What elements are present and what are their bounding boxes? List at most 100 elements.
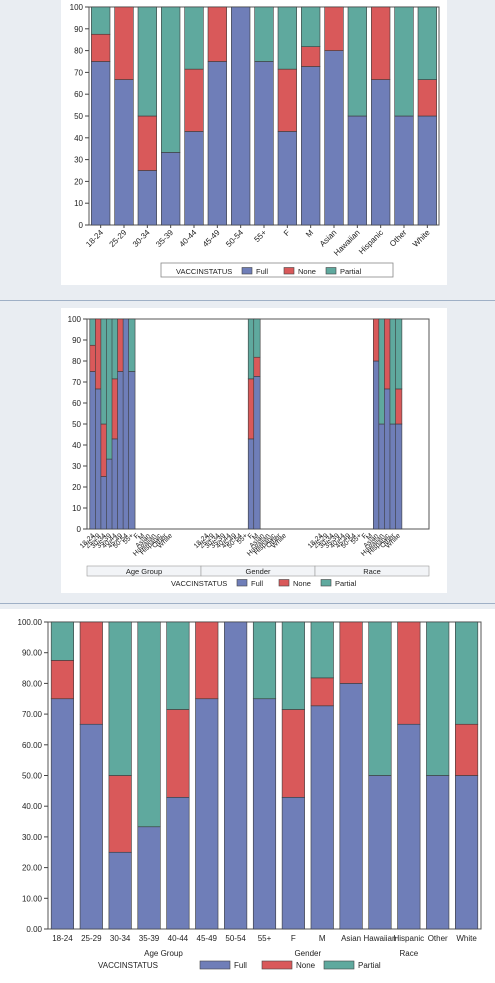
y-tick-label: 0 [77, 525, 82, 534]
bar-segment-full [324, 50, 344, 226]
bar-segment-full [277, 131, 297, 226]
bar-segment-partial [254, 6, 274, 62]
y-tick-label: 20.00 [22, 864, 43, 873]
y-tick-label: 50.00 [22, 772, 43, 781]
bar-segment-partial [184, 6, 204, 70]
bar-segment-none [339, 621, 363, 684]
bar-segment-none [397, 621, 421, 725]
legend-swatch-full [236, 579, 248, 587]
bar-segment-none [277, 68, 297, 132]
y-tick-label: 100 [68, 315, 82, 324]
panel-label-box [314, 565, 430, 577]
x-tick-label: M [365, 532, 374, 541]
y-tick-label: 10.00 [22, 894, 43, 903]
bar-segment-partial [166, 621, 190, 710]
x-tick-label: F [361, 532, 369, 540]
group-label: Age Group [144, 949, 183, 958]
bar-segment-full [207, 61, 227, 226]
bar-segment-none [108, 775, 132, 853]
x-tick-label: Asian [318, 228, 339, 249]
bar-segment-full [252, 698, 277, 930]
bar-segment-full [137, 170, 157, 226]
bar-segment-partial [137, 6, 157, 117]
bar-segment-full [161, 152, 181, 226]
bar-segment-none [166, 709, 190, 798]
chart-2-svg: 010203040506070809010018-2425-2930-3435-… [68, 315, 430, 588]
legend-label-none: None [293, 579, 311, 588]
bar-segment-partial [394, 6, 414, 117]
y-tick-label: 90.00 [22, 649, 43, 658]
x-tick-label: Other [388, 228, 409, 249]
x-tick-label: F [282, 228, 292, 238]
y-tick-label: 60 [72, 399, 81, 408]
x-tick-label: 18-24 [84, 228, 105, 249]
x-tick-label: 25-29 [108, 228, 129, 249]
group-label: Gender [294, 949, 321, 958]
y-tick-label: 40.00 [22, 802, 43, 811]
x-tick-label: 25-29 [81, 934, 102, 943]
bar-segment-full [417, 115, 437, 226]
legend-swatch-partial [323, 960, 355, 970]
bar-segment-none [301, 46, 321, 67]
bar-segment-none [207, 6, 227, 62]
y-tick-label: 100.00 [18, 618, 43, 627]
bar-segment-full [166, 796, 190, 930]
bar-segment-full [347, 115, 367, 226]
bar-segment-full [128, 371, 136, 530]
y-tick-label: 40 [72, 441, 81, 450]
bar-segment-none [253, 356, 261, 377]
y-tick-label: 30 [72, 462, 81, 471]
bar-segment-full [310, 705, 334, 930]
y-tick-label: 40 [74, 134, 83, 143]
x-tick-label: M [319, 934, 326, 943]
y-tick-label: 50 [72, 420, 81, 429]
bar-segment-none [281, 709, 305, 798]
y-tick-label: 80 [74, 47, 83, 56]
legend-label-partial: Partial [358, 961, 381, 970]
x-tick-label: 45-49 [201, 228, 222, 249]
x-tick-label: 35-39 [139, 934, 160, 943]
bar-segment-full [371, 79, 391, 226]
bar-segment-full [108, 851, 132, 930]
chart-3-svg: 0.00 10.00 20.00 30.00 40.00 50.00 60.00 70.00 8… [18, 618, 482, 970]
legend: VACCINSTATUS Full None Partial [171, 579, 357, 588]
x-tick-label: 18-24 [52, 934, 73, 943]
bar-segment-none [195, 621, 219, 700]
x-tick-label: F [291, 934, 296, 943]
x-tick-label: Hispanic [357, 228, 385, 256]
legend-swatch-full [241, 267, 253, 275]
x-tick-label: 40-44 [178, 228, 199, 249]
x-tick-label: M [251, 532, 260, 541]
bar-segment-full [184, 131, 204, 226]
bar-segment-partial [395, 318, 403, 390]
separator-2 [0, 603, 495, 604]
bar-segment-partial [252, 621, 277, 700]
bar-segment-full [301, 66, 321, 226]
bar-segment-partial [426, 621, 450, 776]
bar-segment-none [91, 33, 111, 62]
x-tick-label: 45-49 [197, 934, 218, 943]
legend-swatch-none [283, 267, 295, 275]
bar-segment-partial [108, 621, 132, 776]
bar-segment-full [137, 826, 161, 930]
legend-label-partial: Partial [340, 267, 362, 276]
x-tick-label: M [137, 532, 146, 541]
x-tick-label: F [247, 532, 255, 540]
x-tick-label: 55+ [252, 228, 268, 244]
bar-segment-partial [50, 621, 74, 661]
bar-segment-full [253, 376, 261, 530]
bar-segment-none [455, 723, 479, 776]
legend-label-none: None [296, 961, 316, 970]
y-tick-label: 30 [74, 156, 83, 165]
legend-label-none: None [298, 267, 316, 276]
legend-title: VACCINSTATUS [98, 961, 158, 970]
bar-segment-partial [281, 621, 305, 710]
chart-1-svg: 0 10 20 30 40 50 60 70 80 90 100 18-24 25-29 30-34 35-… [70, 3, 440, 278]
y-tick-label: 70.00 [22, 710, 43, 719]
bar-segment-partial [347, 6, 367, 117]
legend-label-full: Full [256, 267, 268, 276]
bar-segment-none [417, 79, 437, 117]
y-tick-label: 30.00 [22, 833, 43, 842]
bar-segment-full [397, 723, 421, 930]
y-tick-label: 60.00 [22, 741, 43, 750]
